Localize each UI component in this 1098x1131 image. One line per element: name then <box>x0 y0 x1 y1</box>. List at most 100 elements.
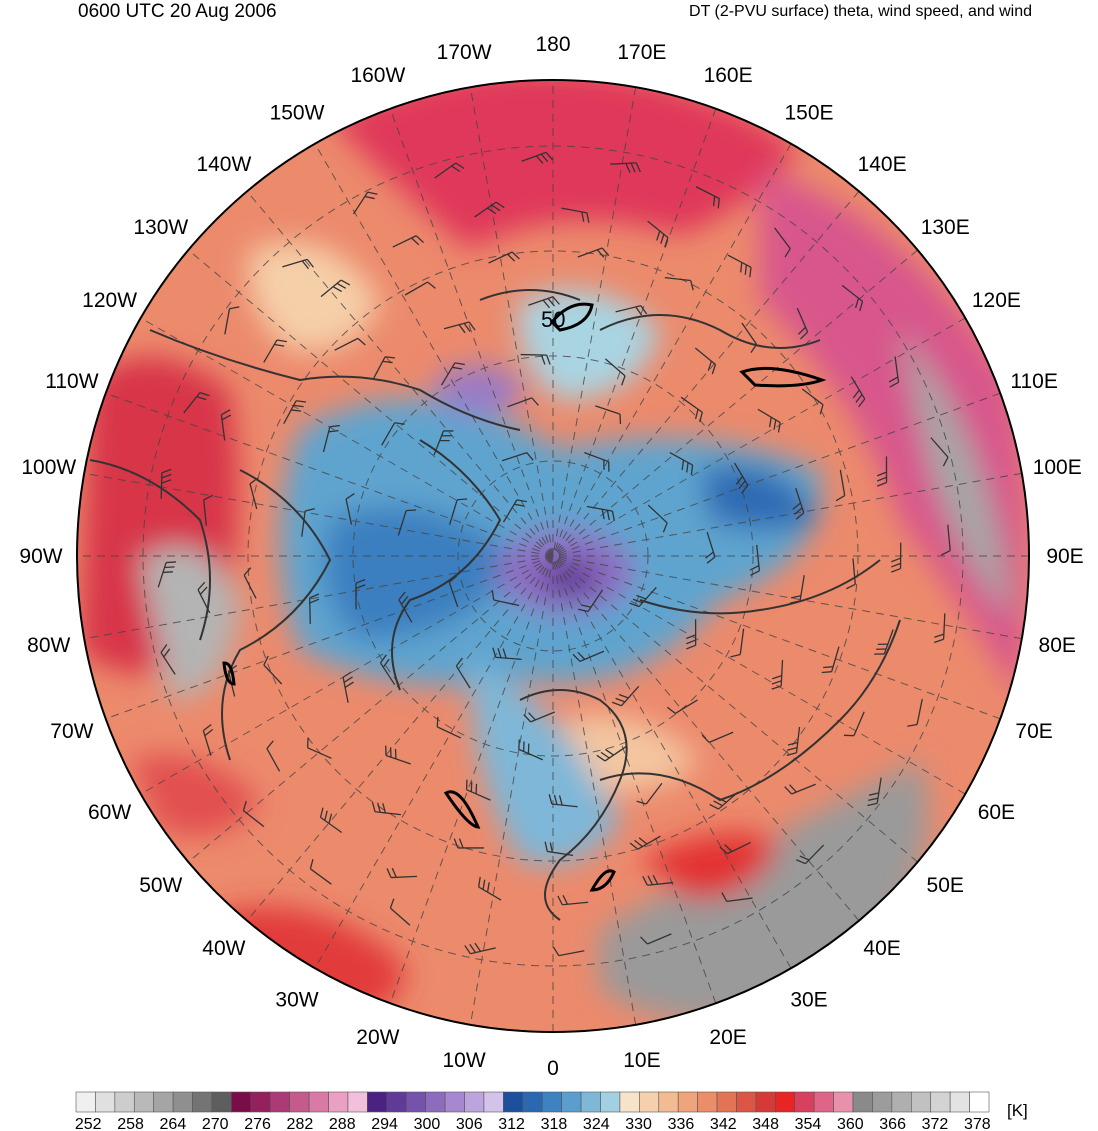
colorbar-swatch <box>639 1091 660 1113</box>
longitude-label: 50E <box>927 874 964 897</box>
wind-barb <box>749 544 761 576</box>
colorbar-tick-label: 258 <box>117 1116 144 1131</box>
wind-barb <box>642 874 674 886</box>
wind-barb <box>440 362 465 386</box>
wind-barb <box>604 358 626 386</box>
wind-barb <box>249 477 259 510</box>
wind-barb <box>694 347 717 375</box>
colorbar-tick-label: 342 <box>710 1116 737 1131</box>
colorbar-tick-label: 360 <box>837 1116 864 1131</box>
colorbar-swatch <box>347 1091 368 1113</box>
longitude-label: 70E <box>1015 720 1052 743</box>
product-title: DT (2-PVU surface) theta, wind speed, an… <box>689 3 1032 20</box>
colorbar-swatch <box>949 1091 970 1113</box>
contour-label: 50 <box>541 307 565 332</box>
wind-barb <box>309 859 332 885</box>
wind-barb <box>544 841 574 856</box>
colorbar-swatch <box>697 1091 718 1113</box>
wind-barb <box>433 430 454 456</box>
colorbar-swatch <box>328 1091 349 1113</box>
wind-barb <box>867 777 882 807</box>
wind-barb <box>220 409 232 441</box>
wind-barb <box>404 281 436 296</box>
wind-barb <box>705 531 716 564</box>
map-boundary <box>76 79 1030 1033</box>
valid-time-label: 0600 UTC 20 Aug 2006 <box>78 1 277 22</box>
wind-barb <box>474 201 505 218</box>
longitude-label: 150W <box>270 102 325 125</box>
longitude-label: 30E <box>790 988 827 1011</box>
wind-barb <box>578 589 604 613</box>
wind-barb <box>308 593 320 624</box>
wind-barb <box>577 247 610 258</box>
wind-barb <box>686 619 697 650</box>
wind-barb <box>448 575 459 608</box>
wind-barb <box>843 711 865 737</box>
colorbar-swatch <box>677 1091 698 1113</box>
colorbar-swatch <box>852 1091 873 1113</box>
wind-barb <box>792 487 805 520</box>
colorbar-tick-label: 294 <box>371 1116 398 1131</box>
wind-barb <box>242 800 265 828</box>
longitude-label: 170E <box>617 41 666 64</box>
wind-barb <box>784 783 816 795</box>
longitude-label: 120E <box>972 289 1021 312</box>
longitude-label: 100E <box>1033 456 1082 479</box>
wind-barb <box>596 745 627 762</box>
colorbar-swatch <box>367 1091 388 1113</box>
wind-barb <box>492 647 522 660</box>
wind-barb <box>636 782 663 805</box>
colorbar-swatch <box>522 1091 543 1113</box>
wind-barb <box>907 698 923 727</box>
wind-barb <box>397 509 417 536</box>
wind-barb <box>501 451 534 462</box>
colorbar-swatch <box>658 1091 679 1113</box>
longitude-label: 140E <box>858 153 907 176</box>
wind-barb <box>488 251 520 264</box>
wind-barb <box>835 469 846 502</box>
colorbar-swatch <box>75 1091 96 1113</box>
wind-barb <box>160 644 176 675</box>
colorbar-unit: [K] <box>1007 1101 1028 1120</box>
wind-barb <box>379 654 396 686</box>
meridian-line <box>469 87 637 1025</box>
colorbar-tick-label: 276 <box>244 1116 271 1131</box>
wind-barb <box>586 505 616 522</box>
coastlines <box>89 289 901 921</box>
colorbar-tick-label: 366 <box>879 1116 906 1131</box>
colorbar-swatch <box>444 1091 465 1113</box>
colorbar-tick-label: 354 <box>795 1116 822 1131</box>
colorbar-swatch <box>503 1091 524 1113</box>
colorbar-swatch <box>872 1091 893 1113</box>
colorbar-swatch <box>541 1091 562 1113</box>
wind-barb <box>372 356 396 381</box>
colorbar-swatch <box>269 1091 290 1113</box>
longitude-label: 150E <box>784 102 833 125</box>
wind-barb <box>629 835 661 850</box>
wind-barb <box>940 524 951 556</box>
wind-barb <box>821 646 840 674</box>
longitude-label: 60E <box>978 801 1015 824</box>
wind-barb <box>771 660 784 690</box>
wind-barb <box>521 151 554 164</box>
wind-barb <box>695 186 720 209</box>
polar-map: 50 180 170E 160E 150E 140E 130E 120E 110E 100E 90… <box>19 33 1083 1080</box>
wind-barbs <box>157 151 951 957</box>
wind-barb <box>266 740 281 772</box>
longitude-label: 0 <box>547 1057 559 1080</box>
colorbar-swatch <box>716 1091 737 1113</box>
colorbar-swatch <box>425 1091 446 1113</box>
longitude-labels: 180 170E 160E 150E 140E 130E 120E 110E 100E 90E 80… <box>19 33 1083 1080</box>
wind-barb <box>786 726 801 756</box>
wind-barb <box>283 400 307 424</box>
wind-barb <box>595 405 622 425</box>
wind-barb <box>701 731 734 743</box>
longitude-label: 140W <box>196 153 251 176</box>
wind-barb <box>874 629 894 655</box>
wind-barb <box>629 586 657 608</box>
colorbar-swatch <box>133 1091 155 1113</box>
wind-barb <box>477 876 502 901</box>
wind-barb <box>774 227 791 258</box>
colorbar-swatch <box>211 1091 232 1113</box>
longitude-label: 80W <box>27 634 70 657</box>
